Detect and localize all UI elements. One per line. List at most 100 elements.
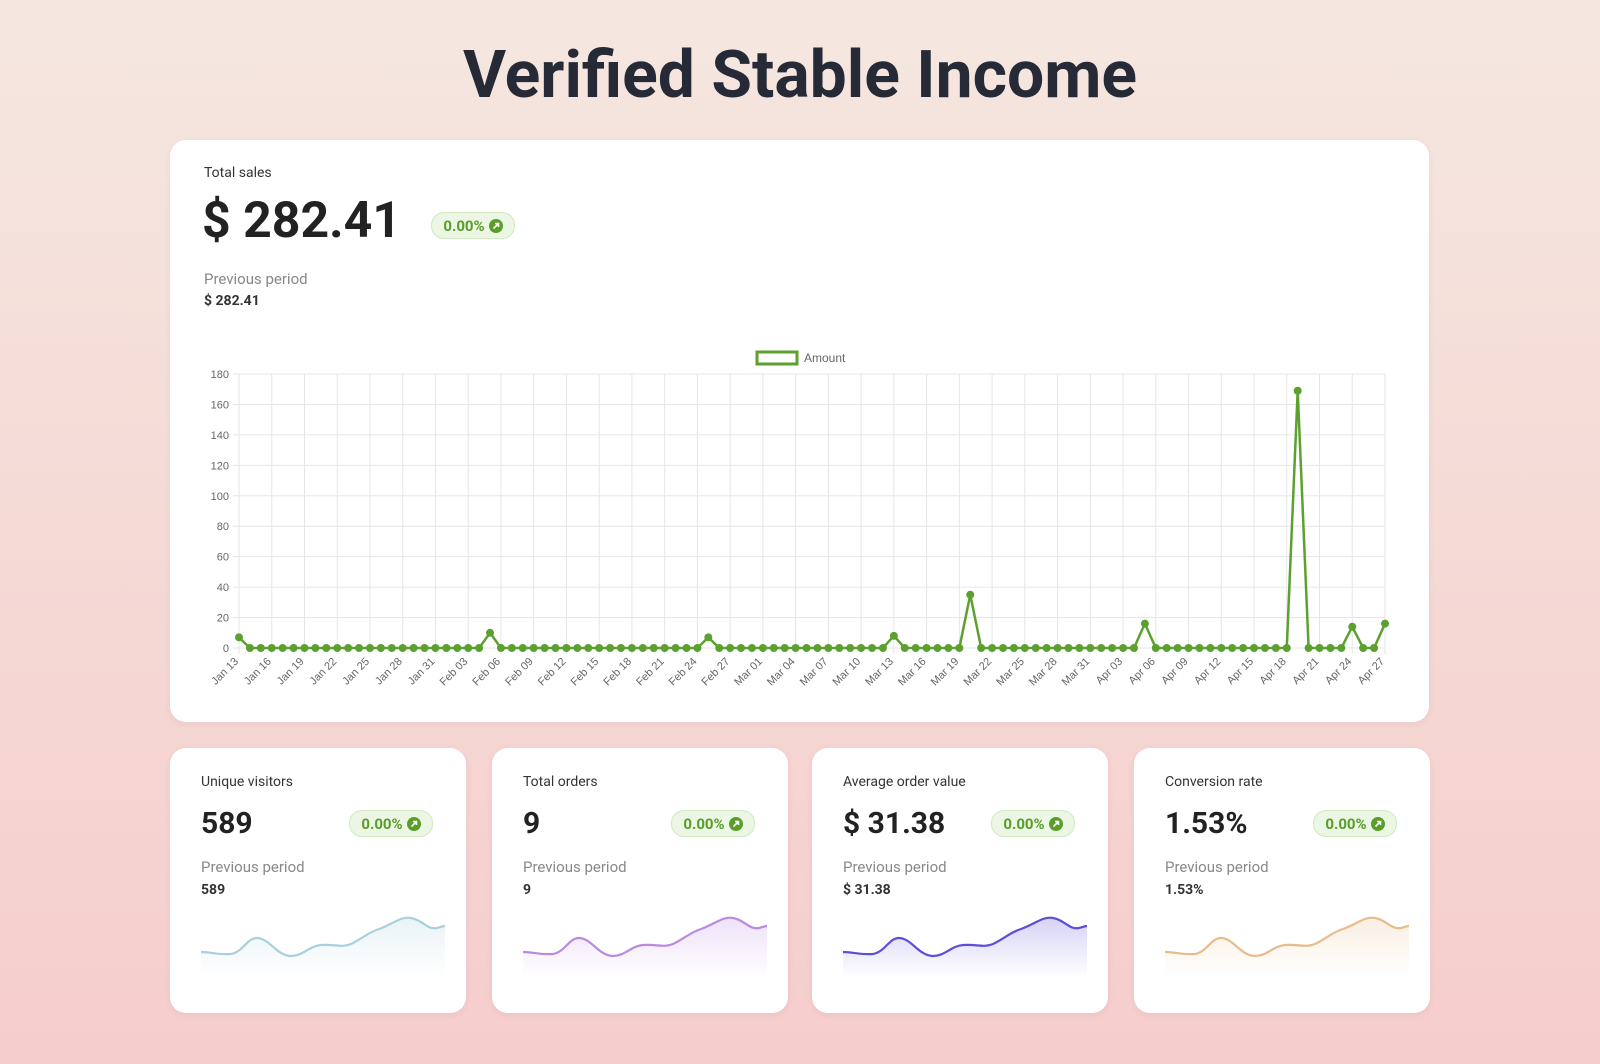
data-point (573, 644, 582, 652)
y-tick-label: 40 (217, 582, 229, 594)
sparkline-line (843, 916, 1087, 958)
x-tick-label: Mar 04 (765, 656, 798, 689)
metric-card: Total orders 9 0.00% Previous period 9 (492, 748, 788, 1013)
data-point (1162, 644, 1171, 652)
legend-swatch (755, 350, 799, 366)
data-point (398, 644, 407, 652)
metric-label: Unique visitors (201, 774, 293, 790)
data-point (802, 644, 811, 652)
x-tick-label: Apr 03 (1094, 656, 1125, 687)
data-point (933, 644, 942, 652)
data-point (660, 644, 669, 652)
metric-card: Unique visitors 589 0.00% Previous perio… (170, 748, 466, 1013)
sales-value: $ 282.41 (202, 192, 402, 250)
data-point (955, 644, 964, 652)
data-point (966, 590, 975, 599)
data-point (944, 644, 953, 652)
metric-card: Conversion rate 1.53% 0.00% Previous per… (1134, 748, 1430, 1013)
data-point (1370, 644, 1379, 652)
data-point (1326, 644, 1335, 652)
data-point (617, 644, 625, 652)
sparkline (1165, 916, 1409, 978)
metric-value: 589 (201, 806, 253, 841)
metric-change: 0.00% (1325, 814, 1367, 833)
data-point (300, 644, 309, 652)
data-point (1151, 644, 1160, 652)
data-point (606, 644, 615, 652)
data-point (900, 644, 909, 652)
data-point (562, 644, 571, 652)
metric-label: Total orders (523, 774, 598, 790)
x-tick-label: Feb 21 (634, 656, 667, 689)
sparkline (523, 916, 767, 978)
data-point (355, 644, 364, 652)
arrow-icon (1048, 816, 1063, 831)
data-point (878, 644, 887, 652)
data-point (1282, 644, 1291, 652)
data-point (245, 644, 254, 652)
x-tick-label: Apr 12 (1192, 656, 1223, 687)
data-point (737, 644, 746, 652)
data-point (682, 644, 691, 652)
sparkline-line (201, 916, 445, 958)
x-tick-label: Mar 19 (929, 656, 962, 689)
x-tick-label: Apr 15 (1225, 656, 1256, 687)
data-point (1315, 644, 1324, 652)
x-tick-label: Jan 22 (308, 656, 340, 688)
data-point (889, 631, 898, 640)
x-tick-label: Apr 18 (1257, 656, 1288, 687)
data-point (911, 644, 920, 652)
data-point (333, 644, 342, 652)
data-point (1031, 644, 1040, 652)
data-point (780, 644, 789, 652)
data-point (988, 644, 997, 652)
data-point (387, 644, 396, 652)
data-point (813, 644, 822, 652)
data-point (627, 644, 636, 652)
x-tick-label: Mar 28 (1027, 656, 1060, 689)
data-point (518, 644, 527, 652)
x-tick-label: Feb 03 (438, 656, 471, 689)
plot-frame (238, 373, 1386, 649)
sales-label: Total sales (204, 165, 272, 181)
data-point (1173, 644, 1182, 652)
data-point (1293, 386, 1302, 395)
data-point (758, 644, 767, 652)
data-point (256, 644, 265, 652)
metric-previous-value: 9 (523, 882, 532, 898)
data-point (267, 644, 276, 652)
x-tick-label: Feb 12 (536, 656, 569, 689)
data-line (238, 390, 1387, 650)
x-tick-label: Mar 25 (994, 656, 1027, 689)
x-tick-label: Feb 27 (700, 656, 733, 689)
y-tick-label: 100 (211, 491, 229, 503)
metric-previous-label: Previous period (201, 858, 305, 876)
data-point (507, 644, 516, 652)
data-point (1271, 644, 1280, 652)
metric-label: Conversion rate (1165, 774, 1263, 790)
data-point (824, 644, 833, 652)
y-tick-label: 20 (217, 613, 229, 625)
x-tick-label: Mar 07 (798, 656, 831, 689)
metric-value: $ 31.38 (843, 806, 946, 841)
x-tick-label: Jan 31 (406, 656, 438, 688)
y-tick-label: 140 (211, 430, 229, 442)
data-point (1108, 644, 1117, 652)
x-tick-label: Apr 21 (1290, 656, 1321, 687)
data-point (496, 644, 505, 652)
data-point (1075, 644, 1084, 652)
data-point (1119, 644, 1128, 652)
data-point (846, 644, 855, 652)
data-point (1020, 644, 1029, 652)
sparkline-area (201, 917, 445, 978)
legend-label: Amount (804, 351, 846, 365)
data-point (999, 644, 1007, 652)
sales-change-badge: 0.00% (431, 212, 515, 239)
data-point (235, 633, 243, 642)
data-point (595, 644, 604, 652)
sparkline-area (523, 917, 767, 978)
data-point (1097, 644, 1106, 652)
metric-previous-value: 1.53% (1165, 882, 1204, 898)
